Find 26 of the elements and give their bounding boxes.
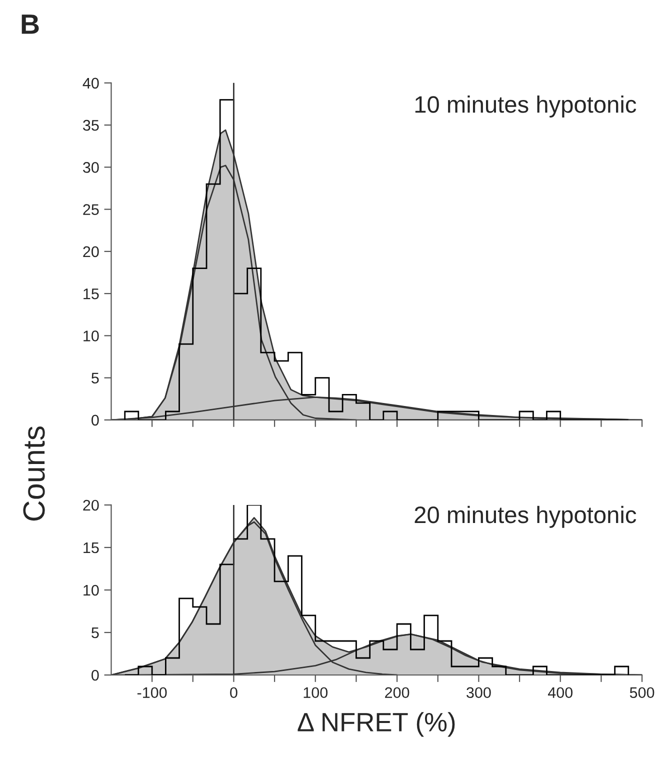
y-tick-label: 15	[84, 288, 99, 300]
chart-title: 20 minutes hypotonic	[414, 506, 636, 528]
y-tick-label: 40	[82, 78, 99, 89]
y-tick-label: 10	[84, 330, 99, 342]
x-tick-label: 400	[548, 687, 573, 698]
y-tick-label: 35	[83, 120, 99, 131]
y-tick-label: 25	[83, 204, 99, 215]
y-tick-label: 20	[83, 246, 99, 258]
x-tick-label: 0	[230, 687, 238, 698]
y-tick-label: 5	[92, 628, 99, 638]
y-tick-label: 20	[83, 500, 99, 511]
y-tick-label: 15	[84, 542, 99, 554]
y-tick-label: 30	[83, 162, 99, 173]
y-axis-title: Counts	[23, 426, 45, 521]
y-tick-label: 0	[92, 414, 99, 426]
y-tick-label: 10	[84, 584, 99, 596]
chart-title: 10 minutes hypotonic	[415, 96, 636, 118]
x-tick-label: 300	[466, 687, 491, 698]
x-tick-label: 100	[304, 687, 328, 698]
x-tick-label: -100	[137, 687, 167, 698]
x-tick-label: 500	[630, 687, 654, 698]
x-axis-title: Δ NFRET (%)	[298, 712, 455, 737]
y-tick-label: 5	[92, 372, 99, 384]
x-tick-label: 200	[385, 687, 410, 698]
text: B	[22, 14, 39, 34]
y-tick-label: 0	[92, 670, 99, 681]
